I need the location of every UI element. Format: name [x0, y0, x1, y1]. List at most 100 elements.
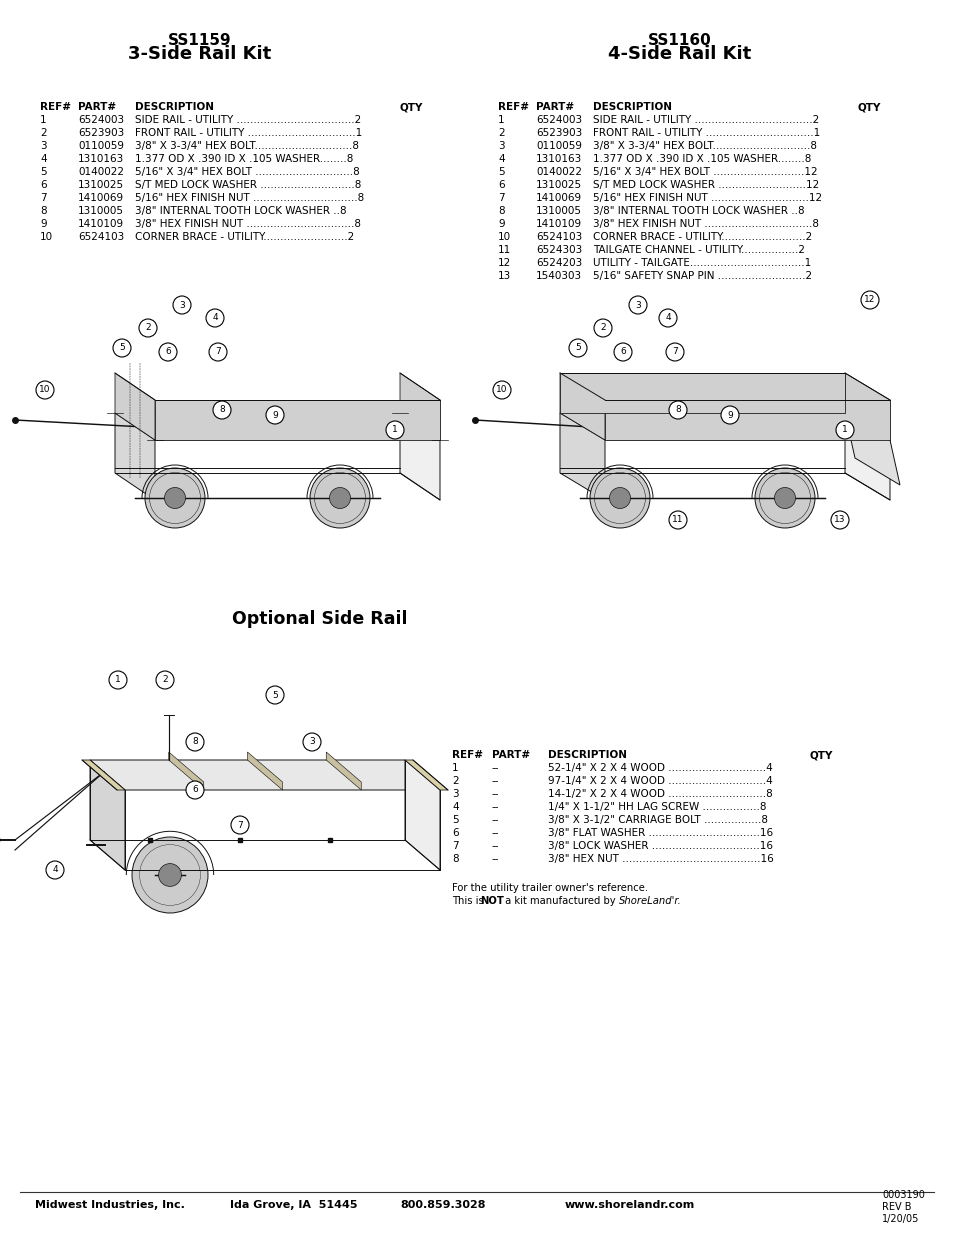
Text: a kit manufactured by: a kit manufactured by [501, 897, 618, 906]
Text: SIDE RAIL - UTILITY ...................................2: SIDE RAIL - UTILITY ....................… [593, 115, 819, 125]
Text: 1: 1 [497, 115, 504, 125]
Polygon shape [169, 752, 204, 790]
Text: 12: 12 [863, 295, 875, 305]
Circle shape [754, 468, 814, 529]
Text: 4: 4 [452, 802, 458, 811]
Text: 0140022: 0140022 [536, 167, 581, 177]
Circle shape [628, 296, 646, 314]
Text: REF#: REF# [497, 103, 529, 112]
Text: 4: 4 [52, 866, 58, 874]
Circle shape [774, 488, 795, 509]
Text: --: -- [492, 853, 499, 864]
Circle shape [609, 488, 630, 509]
Text: 1410069: 1410069 [536, 193, 581, 203]
Text: 5/16" X 3/4" HEX BOLT .............................8: 5/16" X 3/4" HEX BOLT ..................… [135, 167, 359, 177]
Circle shape [159, 343, 177, 361]
Circle shape [668, 401, 686, 419]
Circle shape [589, 468, 649, 529]
Text: DESCRIPTION: DESCRIPTION [135, 103, 213, 112]
Text: 10: 10 [39, 385, 51, 394]
Text: SS1160: SS1160 [647, 33, 711, 48]
Circle shape [329, 488, 350, 509]
Text: 1/20/05: 1/20/05 [882, 1214, 919, 1224]
Text: 0110059: 0110059 [536, 141, 581, 151]
Text: 13: 13 [497, 270, 511, 282]
Text: 3: 3 [40, 141, 47, 151]
Circle shape [668, 511, 686, 529]
Text: CORNER BRACE - UTILITY.........................2: CORNER BRACE - UTILITY..................… [135, 232, 354, 242]
Text: For the utility trailer owner's reference.: For the utility trailer owner's referenc… [452, 883, 647, 893]
Text: www.shorelandr.com: www.shorelandr.com [564, 1200, 695, 1210]
Text: 1540303: 1540303 [536, 270, 581, 282]
Text: 2: 2 [162, 676, 168, 684]
Text: 6523903: 6523903 [78, 128, 124, 138]
Text: 6524103: 6524103 [78, 232, 124, 242]
Text: 1410109: 1410109 [536, 219, 581, 228]
Circle shape [835, 421, 853, 438]
Text: 3: 3 [452, 789, 458, 799]
Circle shape [164, 488, 185, 509]
Polygon shape [247, 752, 282, 790]
Text: 5: 5 [497, 167, 504, 177]
Text: 4: 4 [212, 314, 217, 322]
Text: 0140022: 0140022 [78, 167, 124, 177]
Circle shape [145, 468, 205, 529]
Text: 7: 7 [40, 193, 47, 203]
Text: 5: 5 [272, 690, 277, 699]
Circle shape [861, 291, 878, 309]
Text: 3/8" FLAT WASHER .................................16: 3/8" FLAT WASHER .......................… [547, 827, 772, 839]
Text: 9: 9 [497, 219, 504, 228]
Text: 3: 3 [635, 300, 640, 310]
Text: 6524003: 6524003 [78, 115, 124, 125]
Text: 6: 6 [165, 347, 171, 357]
Polygon shape [154, 400, 439, 440]
Text: 4-Side Rail Kit: 4-Side Rail Kit [608, 44, 751, 63]
Text: DESCRIPTION: DESCRIPTION [593, 103, 671, 112]
Text: --: -- [492, 802, 499, 811]
Text: 0110059: 0110059 [78, 141, 124, 151]
Text: 2: 2 [452, 776, 458, 785]
Text: FRONT RAIL - UTILITY ................................1: FRONT RAIL - UTILITY ...................… [135, 128, 362, 138]
Text: --: -- [492, 763, 499, 773]
Polygon shape [844, 412, 899, 485]
Text: --: -- [492, 841, 499, 851]
Polygon shape [844, 373, 889, 440]
Text: PART#: PART# [492, 750, 530, 760]
Text: 1310025: 1310025 [78, 180, 124, 190]
Text: QTY: QTY [399, 103, 423, 112]
Text: 1.377 OD X .390 ID X .105 WASHER........8: 1.377 OD X .390 ID X .105 WASHER........… [593, 154, 810, 164]
Text: 97-1/4" X 2 X 4 WOOD .............................4: 97-1/4" X 2 X 4 WOOD ...................… [547, 776, 772, 785]
Text: PART#: PART# [536, 103, 574, 112]
Text: 2: 2 [497, 128, 504, 138]
Circle shape [266, 406, 284, 424]
Text: 1310005: 1310005 [536, 206, 581, 216]
Text: 3/8" HEX FINISH NUT ................................8: 3/8" HEX FINISH NUT ....................… [135, 219, 360, 228]
Text: Optional Side Rail: Optional Side Rail [232, 610, 407, 629]
Text: 5: 5 [452, 815, 458, 825]
Text: 3-Side Rail Kit: 3-Side Rail Kit [129, 44, 272, 63]
Text: 1410069: 1410069 [78, 193, 124, 203]
Circle shape [594, 319, 612, 337]
Text: 7: 7 [452, 841, 458, 851]
Text: 8: 8 [219, 405, 225, 415]
Text: 12: 12 [497, 258, 511, 268]
Text: 11: 11 [672, 515, 683, 525]
Text: --: -- [492, 789, 499, 799]
Text: 1.377 OD X .390 ID X .105 WASHER........8: 1.377 OD X .390 ID X .105 WASHER........… [135, 154, 353, 164]
Text: 7: 7 [497, 193, 504, 203]
Text: 1310005: 1310005 [78, 206, 124, 216]
Text: 800.859.3028: 800.859.3028 [399, 1200, 485, 1210]
Text: Ida Grove, IA  51445: Ida Grove, IA 51445 [230, 1200, 357, 1210]
Circle shape [213, 401, 231, 419]
Text: 5: 5 [40, 167, 47, 177]
Circle shape [266, 685, 284, 704]
Text: 8: 8 [40, 206, 47, 216]
Text: --: -- [492, 827, 499, 839]
Text: 3/8" HEX NUT .........................................16: 3/8" HEX NUT ...........................… [547, 853, 773, 864]
Polygon shape [115, 412, 154, 500]
Text: 6: 6 [192, 785, 197, 794]
Circle shape [132, 837, 208, 913]
Circle shape [209, 343, 227, 361]
Text: --: -- [492, 776, 499, 785]
Circle shape [36, 382, 54, 399]
